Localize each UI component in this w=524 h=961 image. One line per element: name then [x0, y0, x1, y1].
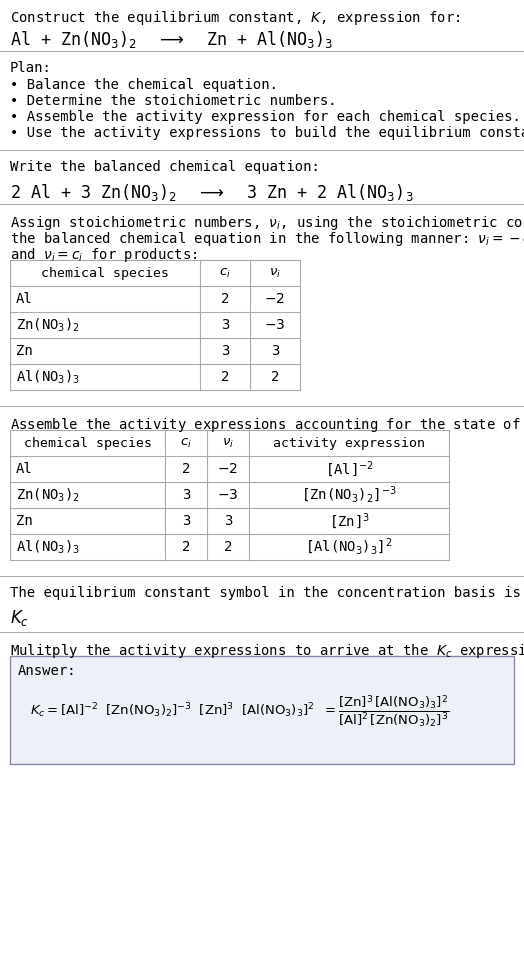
Text: $c_i$: $c_i$ — [180, 436, 192, 450]
Text: Construct the equilibrium constant, $K$, expression for:: Construct the equilibrium constant, $K$,… — [10, 9, 461, 27]
Text: The equilibrium constant symbol in the concentration basis is:: The equilibrium constant symbol in the c… — [10, 586, 524, 600]
Text: $c_i$: $c_i$ — [219, 266, 231, 280]
Text: $-2$: $-2$ — [265, 292, 286, 306]
Text: Zn: Zn — [16, 344, 32, 358]
Text: 2: 2 — [221, 370, 229, 384]
Text: 2: 2 — [182, 540, 190, 554]
Text: • Use the activity expressions to build the equilibrium constant expression.: • Use the activity expressions to build … — [10, 126, 524, 140]
FancyBboxPatch shape — [10, 656, 514, 764]
Text: $K_c$: $K_c$ — [10, 608, 29, 628]
Text: 2: 2 — [182, 462, 190, 476]
Text: 3: 3 — [271, 344, 279, 358]
Text: 2 Al + 3 Zn(NO$_3$)$_2$  $\longrightarrow$  3 Zn + 2 Al(NO$_3$)$_3$: 2 Al + 3 Zn(NO$_3$)$_2$ $\longrightarrow… — [10, 182, 413, 203]
Text: • Balance the chemical equation.: • Balance the chemical equation. — [10, 78, 278, 92]
Text: • Determine the stoichiometric numbers.: • Determine the stoichiometric numbers. — [10, 94, 336, 108]
Text: activity expression: activity expression — [273, 436, 425, 450]
Text: 3: 3 — [182, 488, 190, 502]
Text: Al(NO$_3$)$_3$: Al(NO$_3$)$_3$ — [16, 368, 80, 385]
Text: Answer:: Answer: — [18, 664, 77, 678]
Text: Write the balanced chemical equation:: Write the balanced chemical equation: — [10, 160, 320, 174]
Text: 3: 3 — [221, 344, 229, 358]
Text: $-3$: $-3$ — [264, 318, 286, 332]
Text: [Zn(NO$_3$)$_2$]$^{-3}$: [Zn(NO$_3$)$_2$]$^{-3}$ — [301, 484, 397, 505]
Text: 3: 3 — [221, 318, 229, 332]
Text: Al: Al — [16, 462, 32, 476]
Text: the balanced chemical equation in the following manner: $\nu_i = -c_i$ for react: the balanced chemical equation in the fo… — [10, 230, 524, 248]
Text: Mulitply the activity expressions to arrive at the $K_c$ expression:: Mulitply the activity expressions to arr… — [10, 642, 524, 660]
Text: 2: 2 — [271, 370, 279, 384]
Text: $\nu_i$: $\nu_i$ — [222, 436, 234, 450]
Text: [Al]$^{-2}$: [Al]$^{-2}$ — [324, 459, 374, 479]
Text: $\nu_i$: $\nu_i$ — [269, 266, 281, 280]
Text: Zn: Zn — [16, 514, 32, 528]
Text: Al: Al — [16, 292, 32, 306]
Text: 3: 3 — [224, 514, 232, 528]
Text: Al(NO$_3$)$_3$: Al(NO$_3$)$_3$ — [16, 538, 80, 555]
Text: 2: 2 — [224, 540, 232, 554]
Text: Al + Zn(NO$_3$)$_2$  $\longrightarrow$  Zn + Al(NO$_3$)$_3$: Al + Zn(NO$_3$)$_2$ $\longrightarrow$ Zn… — [10, 29, 333, 50]
Text: • Assemble the activity expression for each chemical species.: • Assemble the activity expression for e… — [10, 110, 521, 124]
Text: chemical species: chemical species — [41, 266, 169, 280]
Text: $K_c = [\mathrm{Al}]^{-2}$ $[\mathrm{Zn(NO_3)_2}]^{-3}$ $[\mathrm{Zn}]^3$ $[\mat: $K_c = [\mathrm{Al}]^{-2}$ $[\mathrm{Zn(… — [30, 694, 450, 730]
Text: 3: 3 — [182, 514, 190, 528]
Bar — [10, 430, 449, 560]
Text: [Zn]$^{3}$: [Zn]$^{3}$ — [329, 511, 369, 530]
Text: [Al(NO$_3$)$_3$]$^{2}$: [Al(NO$_3$)$_3$]$^{2}$ — [305, 537, 393, 557]
Text: chemical species: chemical species — [24, 436, 151, 450]
Bar — [10, 260, 300, 390]
Text: Zn(NO$_3$)$_2$: Zn(NO$_3$)$_2$ — [16, 486, 80, 504]
Text: Zn(NO$_3$)$_2$: Zn(NO$_3$)$_2$ — [16, 316, 80, 333]
Text: $-2$: $-2$ — [217, 462, 238, 476]
Text: $-3$: $-3$ — [217, 488, 238, 502]
Text: and $\nu_i = c_i$ for products:: and $\nu_i = c_i$ for products: — [10, 246, 198, 264]
Text: Plan:: Plan: — [10, 61, 52, 75]
Text: Assemble the activity expressions accounting for the state of matter and $\nu_i$: Assemble the activity expressions accoun… — [10, 416, 524, 434]
Text: 2: 2 — [221, 292, 229, 306]
Text: Assign stoichiometric numbers, $\nu_i$, using the stoichiometric coefficients, $: Assign stoichiometric numbers, $\nu_i$, … — [10, 214, 524, 232]
